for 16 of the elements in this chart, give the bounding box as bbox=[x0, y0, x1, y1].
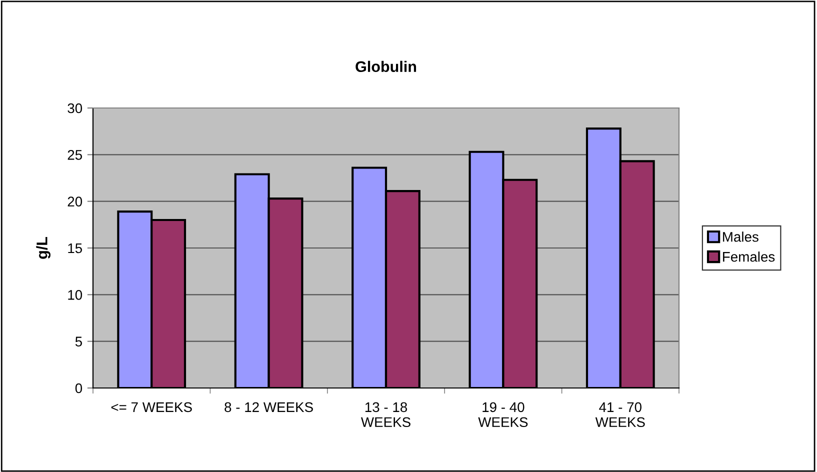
y-tick-label: 15 bbox=[68, 243, 82, 254]
y-tick-label: 30 bbox=[68, 103, 82, 114]
x-tick-label: 8 - 12 WEEKS bbox=[224, 402, 313, 412]
y-axis-title: g/L bbox=[36, 237, 50, 259]
y-tick-label: 10 bbox=[68, 290, 82, 300]
legend-label: Males bbox=[723, 232, 758, 242]
x-tick-label: <= 7 WEEKS bbox=[111, 402, 192, 412]
legend-label: Females bbox=[723, 252, 775, 262]
y-tick-label: 0 bbox=[75, 383, 82, 394]
y-tick-label: 5 bbox=[75, 336, 82, 347]
x-tick-label: 13 - 18 WEEKS bbox=[360, 402, 410, 428]
y-tick-label: 25 bbox=[68, 150, 82, 160]
x-tick-label: 19 - 40 WEEKS bbox=[478, 402, 528, 428]
x-tick-label: 41 - 70 WEEKS bbox=[595, 402, 645, 428]
chart-title: Globulin bbox=[356, 60, 416, 72]
y-tick-label: 20 bbox=[68, 196, 82, 207]
